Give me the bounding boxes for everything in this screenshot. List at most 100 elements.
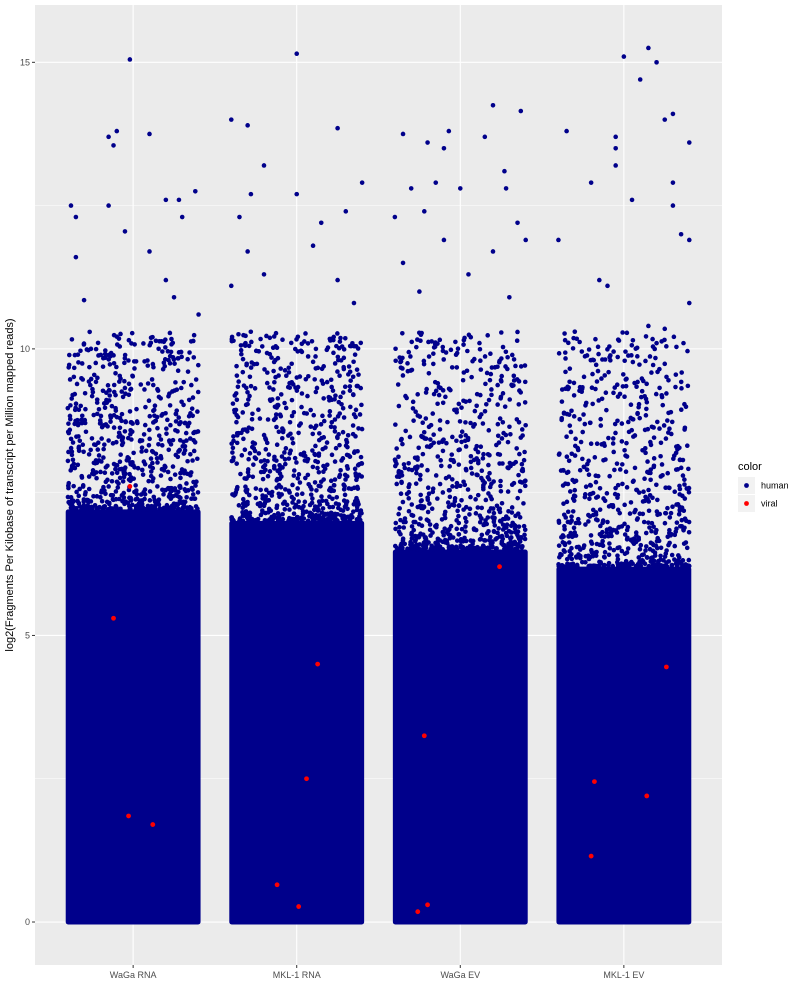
human-point	[572, 530, 577, 535]
human-point	[66, 421, 71, 426]
human-point	[141, 341, 146, 346]
viral-point	[415, 909, 421, 915]
human-point	[594, 541, 600, 547]
human-point	[568, 429, 574, 435]
y-tick-label: 15	[20, 57, 30, 67]
human-point	[676, 511, 682, 517]
human-point	[458, 433, 464, 439]
human-point	[440, 529, 446, 535]
human-point	[282, 368, 288, 373]
human-point	[418, 338, 423, 344]
human-point	[190, 492, 196, 497]
human-point	[143, 448, 149, 454]
human-point	[512, 526, 518, 531]
human-point	[249, 444, 255, 450]
human-point	[456, 531, 462, 537]
human-point	[658, 453, 663, 459]
human-point	[292, 455, 298, 461]
human-point	[262, 458, 267, 463]
human-point	[122, 471, 128, 476]
human-point	[193, 377, 199, 382]
human-point	[81, 449, 86, 455]
human-point	[647, 546, 653, 552]
human-point	[258, 336, 263, 342]
human-point	[514, 446, 519, 451]
human-point	[340, 429, 346, 435]
human-point	[487, 377, 493, 383]
human-point	[161, 360, 167, 366]
human-point	[423, 416, 429, 421]
human-point	[398, 491, 404, 497]
human-point	[673, 467, 679, 472]
human-point	[311, 412, 317, 418]
human-point	[312, 425, 317, 431]
human-point	[436, 392, 442, 398]
human-point	[240, 513, 246, 519]
human-point	[556, 452, 562, 457]
human-point	[328, 478, 334, 484]
human-point	[343, 443, 349, 448]
human-point	[606, 562, 611, 568]
human-point	[455, 346, 461, 352]
human-point	[278, 517, 284, 522]
human-point	[615, 492, 621, 498]
human-point	[407, 434, 413, 440]
human-point	[399, 436, 404, 442]
human-point	[315, 465, 320, 471]
human-point	[602, 373, 608, 378]
human-point	[619, 548, 625, 554]
human-point	[670, 180, 676, 185]
human-point	[577, 388, 582, 394]
human-point	[623, 469, 629, 474]
human-point	[127, 57, 133, 62]
human-point	[603, 390, 609, 395]
human-point	[108, 350, 114, 356]
human-point	[655, 497, 660, 503]
human-point	[141, 432, 147, 437]
human-point	[148, 473, 154, 479]
human-point	[479, 547, 484, 552]
human-point	[243, 333, 248, 339]
human-point	[465, 487, 471, 492]
human-point	[448, 347, 454, 353]
human-point	[286, 456, 292, 461]
human-point	[564, 454, 570, 459]
human-point	[417, 542, 422, 547]
human-point	[486, 462, 491, 468]
human-point	[250, 474, 256, 480]
human-point	[494, 503, 500, 509]
human-point	[120, 498, 125, 504]
human-point	[579, 559, 585, 565]
human-point	[677, 523, 683, 529]
human-point	[522, 363, 528, 368]
human-point	[483, 381, 488, 387]
human-point	[173, 419, 179, 424]
human-point	[406, 508, 412, 514]
human-point	[141, 459, 147, 464]
human-point	[240, 356, 246, 362]
human-point	[441, 237, 447, 243]
human-point	[280, 501, 286, 506]
human-point	[310, 496, 315, 501]
human-point	[356, 472, 362, 478]
human-point	[114, 364, 119, 370]
human-point	[264, 350, 270, 356]
x-tick-label: MKL-1 RNA	[273, 970, 321, 980]
human-point	[681, 564, 687, 569]
viral-point	[127, 484, 133, 489]
human-point	[481, 451, 486, 457]
human-point	[81, 297, 87, 303]
human-point	[258, 469, 264, 475]
human-point	[647, 525, 652, 530]
human-point	[150, 361, 156, 367]
human-point	[191, 430, 196, 436]
human-point	[327, 336, 333, 342]
human-point	[446, 128, 452, 134]
human-point	[449, 477, 455, 482]
viral-point	[111, 615, 116, 621]
human-point	[615, 337, 621, 342]
human-point	[128, 420, 134, 425]
human-point	[332, 459, 338, 464]
human-point	[253, 456, 259, 462]
human-point	[358, 454, 364, 460]
